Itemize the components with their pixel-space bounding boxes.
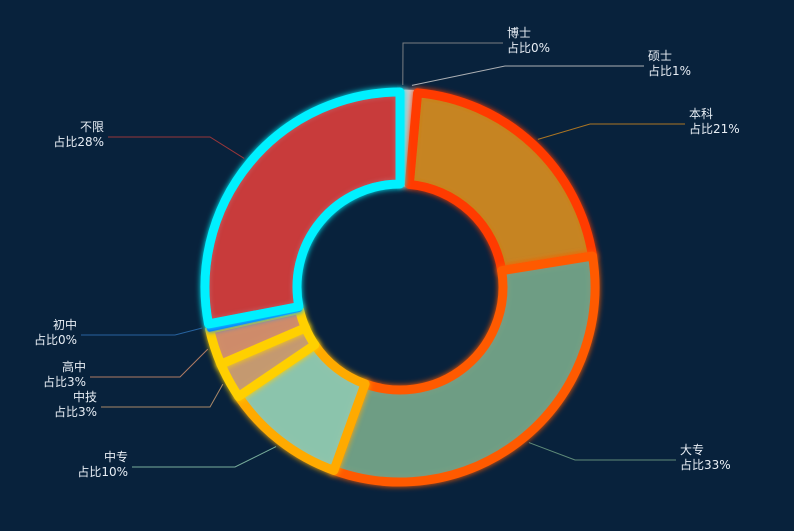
- category-label-6: 中技: [73, 389, 97, 404]
- percent-label-7: 占比3%: [43, 374, 86, 389]
- percent-label-1: 占比0%: [507, 40, 550, 55]
- leader-line-4: [528, 442, 676, 461]
- category-label-2: 硕士: [648, 49, 672, 63]
- percent-label-8: 占比0%: [34, 332, 77, 347]
- leader-lines-group: [81, 42, 685, 468]
- percent-label-5: 占比10%: [77, 464, 128, 479]
- leader-line-2: [411, 65, 644, 86]
- category-label-1: 博士: [507, 25, 531, 40]
- slice-9[interactable]: [200, 87, 405, 329]
- leader-line-9: [108, 136, 245, 159]
- leader-line-6: [101, 383, 224, 408]
- leader-line-8: [81, 327, 203, 336]
- category-label-3: 本科: [689, 107, 713, 121]
- category-label-4: 大专: [680, 442, 704, 457]
- percent-label-9: 占比28%: [53, 134, 104, 149]
- percent-label-3: 占比21%: [689, 121, 740, 136]
- category-label-8: 初中: [53, 317, 77, 332]
- slice-4[interactable]: [329, 251, 600, 487]
- leader-line-5: [132, 446, 277, 468]
- category-label-7: 高中: [62, 359, 86, 374]
- labels-group: 博士占比0%硕士占比1%本科占比21%大专占比33%中专占比10%中技占比3%高…: [34, 25, 740, 479]
- leader-line-3: [537, 123, 685, 140]
- category-label-9: 不限: [80, 120, 104, 134]
- leader-line-7: [90, 348, 209, 378]
- leader-line-1: [402, 42, 503, 86]
- slices-group: [200, 87, 600, 487]
- category-label-5: 中专: [104, 449, 128, 464]
- percent-label-2: 占比1%: [648, 63, 691, 78]
- percent-label-4: 占比33%: [680, 457, 731, 472]
- percent-label-6: 占比3%: [54, 404, 97, 419]
- slice-3[interactable]: [404, 88, 598, 276]
